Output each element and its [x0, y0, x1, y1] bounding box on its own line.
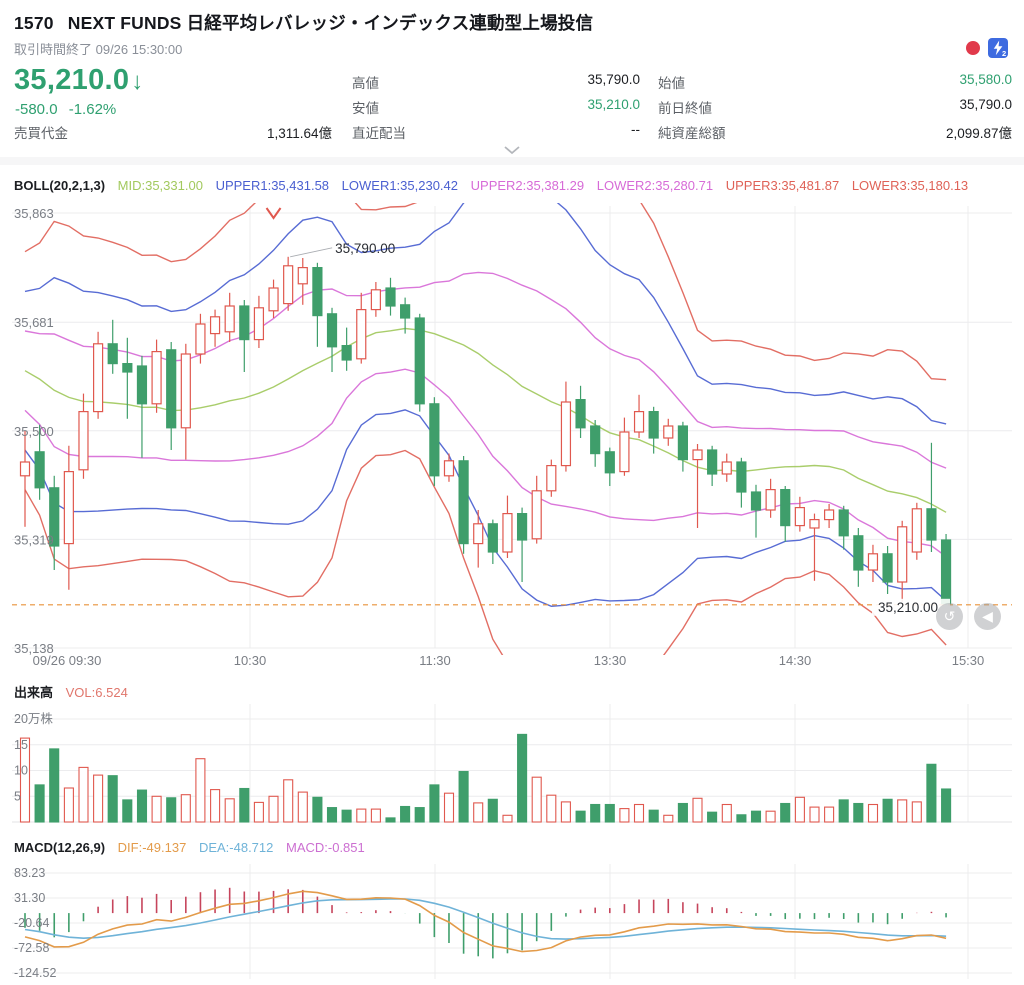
volume-title: 出来高: [14, 685, 54, 700]
boll-lower2-value: LOWER2:35,280.71: [596, 178, 714, 193]
macd-chart[interactable]: 83.23 31.30 -20.64 -72.58 -124.52: [0, 858, 1024, 985]
macd-dea-value: DEA:-48.712: [198, 840, 274, 855]
svg-text:5: 5: [14, 789, 21, 803]
boll-lower3-value: LOWER3:35,180.13: [851, 178, 969, 193]
chart-back-to-latest-button[interactable]: ◀: [974, 603, 1001, 630]
ticker-code: 1570: [14, 13, 54, 33]
svg-text:14:30: 14:30: [779, 653, 812, 668]
boll-upper1-value: UPPER1:35,431.58: [215, 178, 330, 193]
candles: [19, 256, 952, 605]
stat-value-turnover: 1,311.64億: [266, 126, 332, 141]
stat-value-net-assets: 2,099.87億: [945, 126, 1012, 141]
svg-text:13:30: 13:30: [594, 653, 627, 668]
svg-text:35,138: 35,138: [14, 641, 54, 656]
header-icons: 2: [966, 38, 1008, 58]
expand-stats-button[interactable]: [498, 142, 526, 158]
price-down-arrow-icon: ↓: [131, 68, 144, 95]
dif-line: [24, 890, 947, 953]
stat-label-turnover: 売買代金: [14, 126, 68, 141]
stat-label-high: 高値: [352, 76, 379, 91]
svg-text:-72.58: -72.58: [14, 941, 49, 955]
high-annotation: 35,790.00: [335, 241, 395, 256]
change-value: -580.0: [15, 101, 58, 118]
boll-mid-value: MID:35,331.00: [117, 178, 203, 193]
boll-upper3-value: UPPER3:35,481.87: [725, 178, 840, 193]
last-price: 35,210.0↓: [14, 64, 144, 96]
svg-text:83.23: 83.23: [14, 866, 45, 880]
stat-label-net-assets: 純資産総額: [658, 126, 726, 141]
chevron-down-icon: [504, 145, 520, 154]
market-status: 取引時間終了 09/26 15:30:00: [14, 42, 183, 57]
volume-bars: [19, 733, 952, 823]
macd-hist-value: MACD:-0.851: [286, 840, 365, 855]
boll-upper2-value: UPPER2:35,381.29: [470, 178, 585, 193]
svg-text:31.30: 31.30: [14, 891, 45, 905]
boll-params: BOLL(20,2,1,3): [14, 178, 106, 193]
svg-text:10:30: 10:30: [234, 653, 267, 668]
svg-text:2: 2: [1002, 49, 1006, 58]
signal-marker-icon: [265, 207, 282, 220]
volume-chart[interactable]: 20万株 15 10 5: [0, 700, 1024, 835]
volume-value: VOL:6.524: [65, 685, 128, 700]
svg-text:15:30: 15:30: [952, 653, 985, 668]
boll-legend: BOLL(20,2,1,3) MID:35,331.00 UPPER1:35,4…: [14, 178, 977, 193]
stat-label-low: 安値: [352, 101, 379, 116]
stat-label-open: 始値: [658, 76, 685, 91]
price-change: -580.0 -1.62%: [15, 101, 116, 118]
svg-text:-124.52: -124.52: [14, 966, 56, 980]
stat-value-open: 35,580.0: [959, 72, 1012, 87]
svg-text:09/26 09:30: 09/26 09:30: [33, 653, 102, 668]
svg-text:15: 15: [14, 738, 28, 752]
change-percent: -1.62%: [68, 101, 117, 118]
stat-value-high: 35,790.0: [587, 72, 640, 87]
last-price-annotation: 35,210.00: [878, 600, 938, 615]
svg-text:-20.64: -20.64: [14, 916, 49, 930]
svg-text:35,863: 35,863: [14, 206, 54, 221]
back-icon: ◀: [982, 608, 993, 624]
security-name: NEXT FUNDS 日経平均レバレッジ・インデックス連動型上場投信: [67, 13, 594, 33]
japan-flag-icon: [966, 41, 980, 55]
svg-text:11:30: 11:30: [419, 653, 451, 668]
stat-value-prev-close: 35,790.0: [959, 97, 1012, 112]
leverage-2x-icon: 2: [988, 38, 1008, 58]
svg-text:20万株: 20万株: [14, 711, 53, 726]
dea-line: [24, 898, 947, 940]
svg-text:35,500: 35,500: [14, 424, 54, 439]
stats-panel-divider: [0, 157, 1024, 165]
stat-value-low: 35,210.0: [587, 97, 640, 112]
chart-undo-button[interactable]: ↺: [936, 603, 963, 630]
svg-text:35,319: 35,319: [14, 532, 54, 547]
page-title: 1570 NEXT FUNDS 日経平均レバレッジ・インデックス連動型上場投信: [14, 10, 593, 35]
svg-text:10: 10: [14, 764, 28, 778]
boll-bands: [24, 203, 947, 655]
undo-icon: ↺: [943, 608, 956, 624]
macd-legend: MACD(12,26,9) DIF:-49.137 DEA:-48.712 MA…: [14, 840, 374, 855]
stat-label-prev-close: 前日終値: [658, 101, 712, 116]
price-candlestick-chart[interactable]: 35,863 35,681 35,500 35,319 35,138 35,790.00 3…: [0, 200, 1024, 672]
svg-text:35,681: 35,681: [14, 315, 54, 330]
macd-dif-value: DIF:-49.137: [117, 840, 187, 855]
macd-params: MACD(12,26,9): [14, 840, 106, 855]
macd-histogram: [24, 887, 947, 959]
boll-lower1-value: LOWER1:35,230.42: [341, 178, 459, 193]
stat-value-dividend: --: [631, 122, 640, 137]
volume-legend: 出来高 VOL:6.524: [14, 682, 137, 701]
stat-label-dividend: 直近配当: [352, 126, 406, 141]
